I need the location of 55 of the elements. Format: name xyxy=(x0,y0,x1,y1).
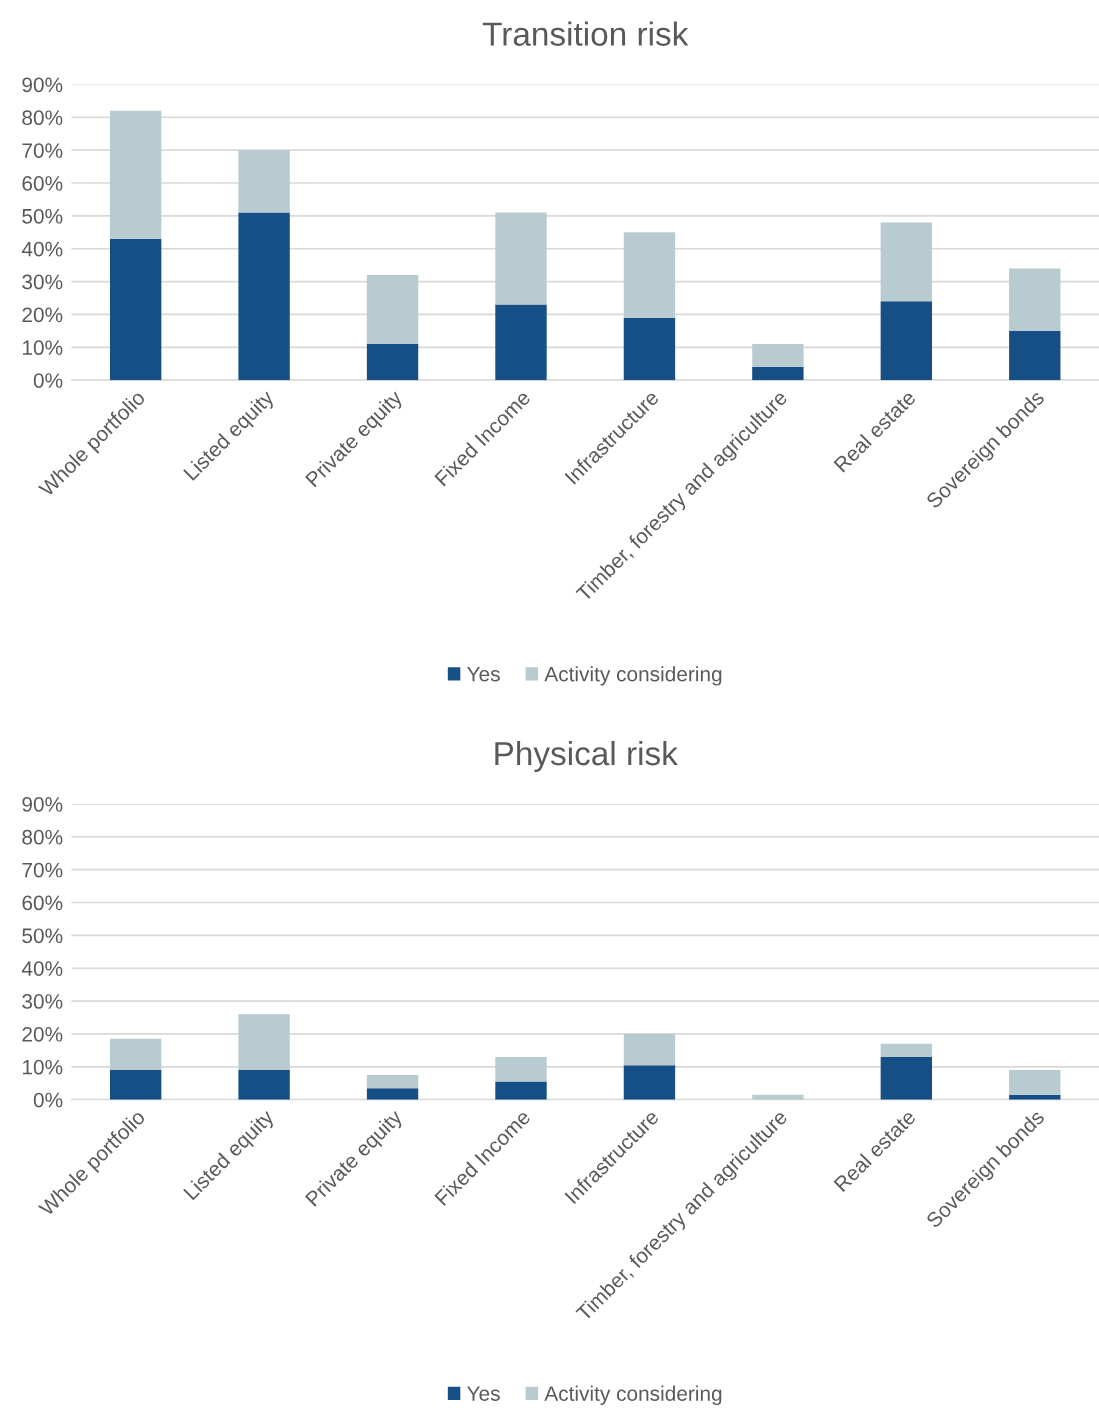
legend-label: Yes xyxy=(467,1386,500,1401)
y-tick-label: 10% xyxy=(22,1059,63,1075)
bar xyxy=(495,1081,547,1100)
bar xyxy=(1009,330,1061,381)
bar xyxy=(109,1038,162,1071)
y-tick-label: 30% xyxy=(22,994,63,1009)
y-tick-label: 40% xyxy=(21,241,63,257)
bar xyxy=(752,367,804,381)
y-tick-label: 70% xyxy=(22,862,63,878)
bar xyxy=(880,1043,933,1057)
chart-title: Transition risk xyxy=(482,21,689,46)
legend-label: Activity considering xyxy=(544,1385,722,1406)
bar xyxy=(109,110,162,239)
y-tick-label: 30% xyxy=(22,274,63,290)
bar xyxy=(1009,268,1061,331)
bar xyxy=(366,1075,419,1089)
y-tick-label: 20% xyxy=(22,1026,63,1042)
y-tick-label: 40% xyxy=(21,961,63,976)
y-tick-label: 50% xyxy=(22,928,63,944)
bar xyxy=(238,1070,290,1100)
bar xyxy=(109,1070,162,1100)
y-tick-label: 60% xyxy=(22,895,63,911)
bar xyxy=(623,232,676,318)
y-tick-label: 70% xyxy=(22,143,63,158)
bar xyxy=(623,1065,676,1100)
bar xyxy=(1009,1070,1061,1095)
y-tick-label: 50% xyxy=(22,208,63,224)
bar xyxy=(623,1033,676,1066)
y-tick-label: 90% xyxy=(22,77,63,93)
bar xyxy=(495,304,547,381)
legend-label: Activity considering xyxy=(544,666,722,686)
y-tick-label: 0% xyxy=(33,1092,63,1108)
y-tick-label: 60% xyxy=(22,176,63,191)
y-tick-label: 80% xyxy=(22,829,63,845)
bar xyxy=(752,344,804,368)
bar xyxy=(366,1088,419,1100)
bar xyxy=(880,301,933,381)
bar xyxy=(495,212,547,305)
chart-title: Physical risk xyxy=(495,740,678,772)
bar xyxy=(366,344,419,381)
bar xyxy=(238,212,290,381)
bar xyxy=(238,1014,290,1071)
legend-label: Yes xyxy=(467,666,500,682)
bar xyxy=(880,1056,933,1100)
y-tick-label: 20% xyxy=(22,307,63,323)
y-tick-label: 80% xyxy=(22,110,63,126)
bar xyxy=(109,238,162,381)
bar xyxy=(238,150,290,213)
y-tick-label: 90% xyxy=(22,796,63,812)
bar xyxy=(366,275,419,345)
bar xyxy=(623,317,676,381)
bar xyxy=(880,222,933,302)
y-tick-label: 10% xyxy=(22,340,63,356)
y-tick-label: 0% xyxy=(33,373,63,388)
bar xyxy=(495,1056,547,1082)
